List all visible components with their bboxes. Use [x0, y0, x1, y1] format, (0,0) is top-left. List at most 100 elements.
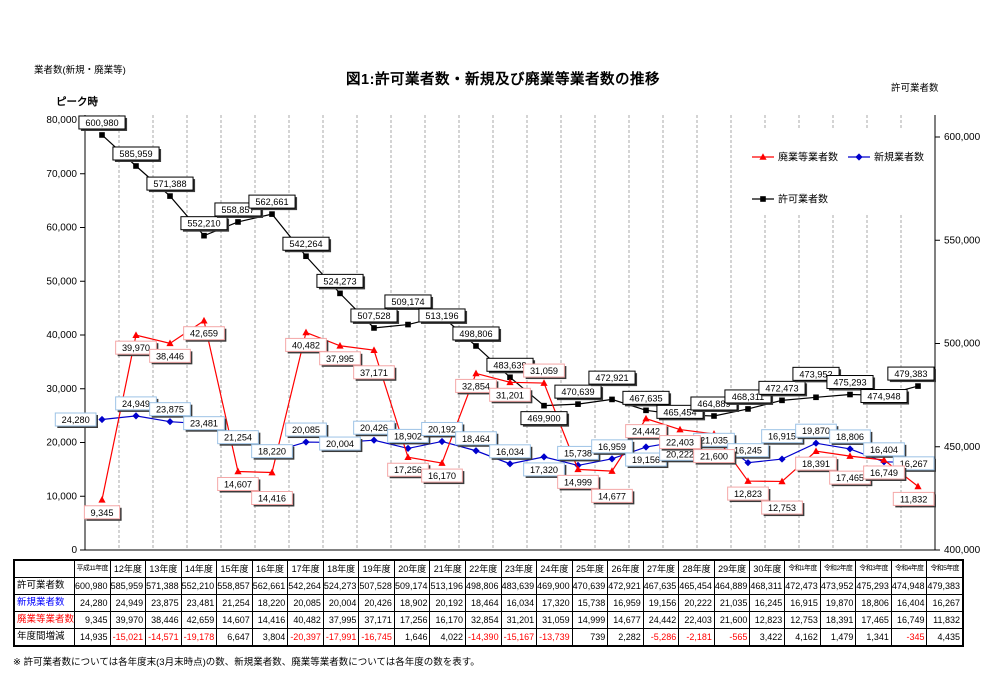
value-cell: 38,446	[145, 611, 182, 629]
data-label: 20,426	[360, 423, 388, 433]
value-cell: 19,870	[819, 594, 857, 612]
data-label: 24,280	[62, 415, 90, 425]
value-cell: 1,479	[819, 628, 857, 647]
value-cell: 31,201	[500, 611, 538, 629]
data-label: 467,635	[629, 393, 662, 403]
data-label: 23,481	[190, 419, 218, 429]
data-label: 585,959	[119, 149, 152, 159]
data-label: 21,600	[700, 452, 728, 462]
year-header-cell: 令和5年度	[926, 559, 964, 578]
legend-label: 新規業者数	[874, 151, 924, 164]
data-label: 20,192	[428, 424, 456, 434]
value-cell: 473,952	[819, 577, 857, 595]
table-row: 廃業等業者数 9,345 39,970 38,446 42,659 14,607 14,41…	[13, 611, 964, 629]
value-cell: 4,162	[784, 628, 821, 647]
value-cell: 21,600	[713, 611, 751, 629]
data-label: 32,854	[462, 381, 490, 391]
value-cell: 498,806	[465, 577, 502, 595]
data-label: 469,900	[527, 414, 560, 424]
legend-item-廃業等業者数: 廃業等業者数	[752, 151, 838, 164]
table-row: 年度間増減 14,935 -15,021 -14,571 -19,178 6,647 3,8…	[13, 628, 964, 647]
data-label: 472,921	[595, 373, 628, 383]
data-label: 37,171	[360, 368, 388, 378]
data-label: 465,454	[663, 407, 696, 417]
data-label: 21,254	[224, 433, 252, 443]
value-cell: 32,854	[465, 611, 502, 629]
value-cell: 465,454	[678, 577, 715, 595]
value-cell: 585,959	[109, 577, 147, 595]
value-cell: 17,465	[855, 611, 892, 629]
value-cell: 2,282	[607, 628, 644, 647]
left-tick-label: 30,000	[46, 384, 77, 395]
row-label-cell: 新規業者数	[13, 594, 76, 612]
left-tick-label: 0	[71, 545, 77, 556]
value-cell: 20,222	[678, 594, 715, 612]
peak-annotation: ピーク時	[56, 96, 98, 108]
labels-新規業者数: 24,280 24,949 23,875 23,481 21,254 18,220 20,0…	[54, 396, 936, 478]
year-header-cell: 26年度	[607, 559, 644, 578]
data-label: 16,267	[900, 459, 928, 469]
data-label: 15,738	[564, 448, 592, 458]
data-label: 20,222	[666, 449, 694, 459]
year-header-cell: 27年度	[642, 559, 680, 578]
right-tick-label: 600,000	[944, 132, 981, 143]
data-label: 17,465	[836, 473, 864, 483]
right-tick-label: 550,000	[944, 235, 981, 246]
labels-許可業者数: 600,980 585,959 571,388 552,210558,857562,6…	[78, 115, 936, 427]
data-label: 16,749	[870, 468, 898, 478]
right-tick-label: 500,000	[944, 339, 981, 350]
value-cell: 18,220	[251, 594, 289, 612]
axes: 0 10,000 20,000 30,000 40,000 50,000 60,000 70,…	[46, 115, 981, 556]
data-label: 475,293	[833, 378, 866, 388]
right-tick-label: 400,000	[944, 545, 981, 556]
value-cell: 31,059	[536, 611, 573, 629]
value-cell: 1,341	[855, 628, 892, 647]
data-label: 600,980	[85, 118, 118, 128]
value-cell: 483,639	[500, 577, 538, 595]
value-cell: 16,245	[749, 594, 786, 612]
data-label: 16,915	[768, 432, 796, 442]
value-cell: 6,647	[216, 628, 253, 647]
data-label: 479,383	[894, 369, 927, 379]
year-header-cell: 21年度	[429, 559, 467, 578]
value-cell: 552,210	[180, 577, 218, 595]
data-label: 17,256	[394, 465, 422, 475]
value-cell: 24,280	[74, 594, 111, 612]
data-label: 562,661	[255, 197, 288, 207]
value-cell: 558,857	[216, 577, 253, 595]
data-label: 18,902	[394, 431, 422, 441]
value-cell: 524,273	[322, 577, 360, 595]
value-cell: 1,646	[393, 628, 431, 647]
value-cell: 12,823	[749, 611, 786, 629]
data-label: 18,806	[836, 432, 864, 442]
value-cell: 18,902	[393, 594, 431, 612]
data-label: 509,174	[391, 297, 424, 307]
left-tick-label: 20,000	[46, 438, 77, 449]
data-label: 23,875	[156, 405, 184, 415]
value-cell: -20,397	[287, 628, 324, 647]
value-cell: 16,170	[429, 611, 467, 629]
value-cell: 469,900	[536, 577, 573, 595]
value-cell: 23,481	[180, 594, 218, 612]
value-cell: 24,949	[109, 594, 147, 612]
data-label: 18,220	[258, 447, 286, 457]
data-label: 18,391	[802, 459, 830, 469]
value-cell: -14,571	[145, 628, 182, 647]
value-cell: 37,995	[322, 611, 360, 629]
data-label: 464,889	[697, 399, 730, 409]
data-label: 16,959	[598, 442, 626, 452]
value-cell: 18,806	[855, 594, 892, 612]
value-cell: 14,935	[74, 628, 111, 647]
value-cell: 507,528	[358, 577, 395, 595]
data-label: 571,388	[153, 179, 186, 189]
data-label: 37,995	[326, 354, 354, 364]
value-cell: 14,607	[216, 611, 253, 629]
value-cell: 16,749	[890, 611, 928, 629]
left-tick-label: 50,000	[46, 276, 77, 287]
chart-area: 0 10,000 20,000 30,000 40,000 50,000 60,000 70,…	[46, 115, 981, 556]
value-cell: -13,739	[536, 628, 573, 647]
value-cell: 16,915	[784, 594, 821, 612]
data-label: 19,870	[802, 426, 830, 436]
footnote: ※ 許可業者数については各年度末(3月末時点)の数、新規業者数、廃業等業者数につ…	[13, 657, 480, 668]
value-cell: 542,264	[287, 577, 324, 595]
